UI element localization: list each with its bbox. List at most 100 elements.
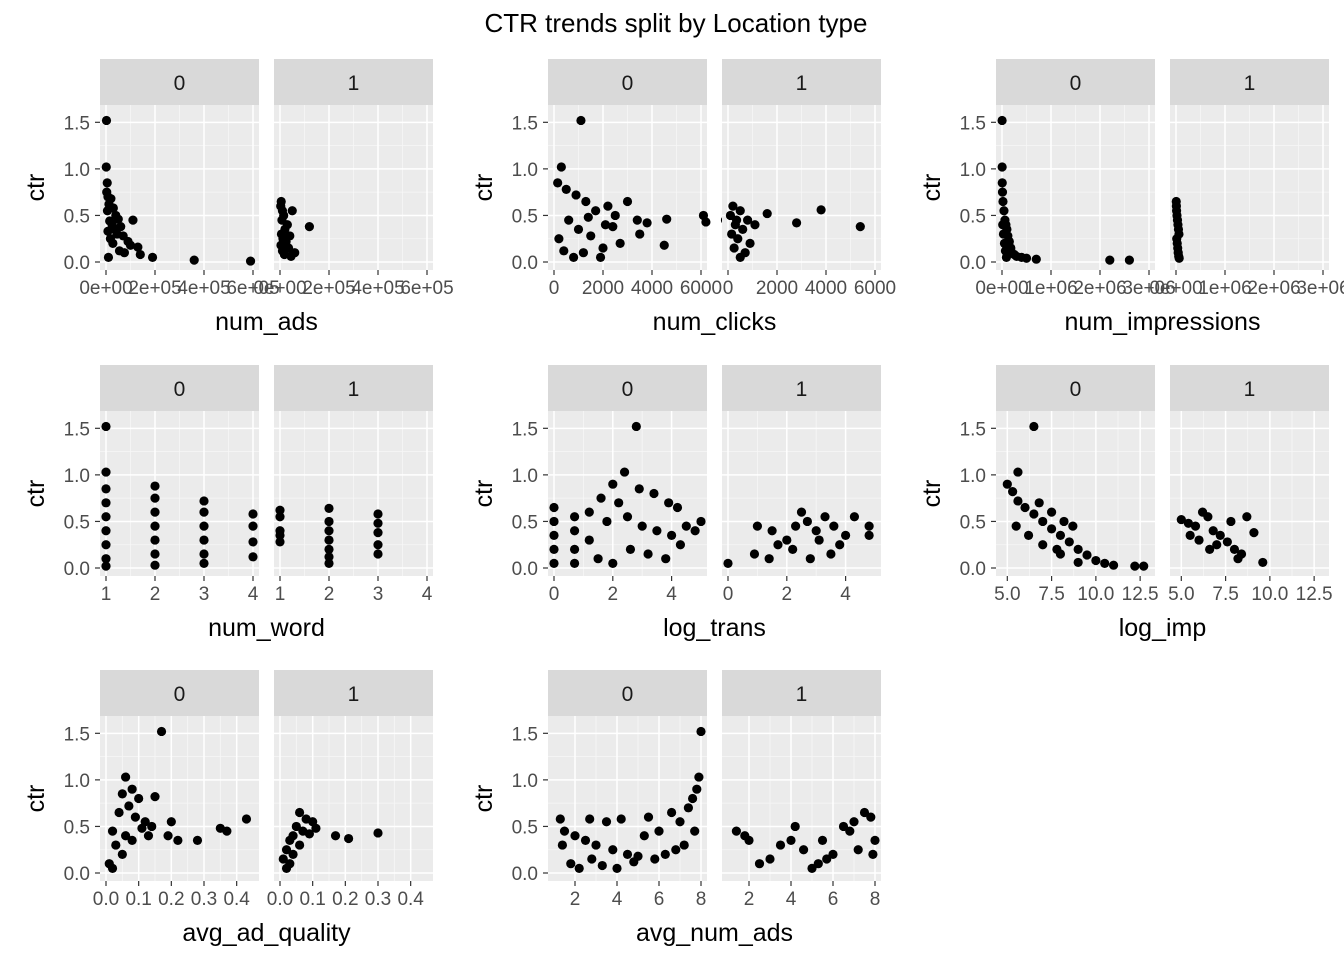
data-point xyxy=(373,828,383,838)
data-point xyxy=(999,238,1010,248)
data-point xyxy=(661,554,671,564)
y-tick-label: 0.0 xyxy=(512,253,538,274)
y-axis-label: ctr xyxy=(22,174,50,202)
data-point xyxy=(344,833,354,844)
facet-panel-0: 0 0 2000 4000 6000 xyxy=(548,59,731,299)
data-point xyxy=(802,516,812,527)
data-point xyxy=(248,552,258,562)
y-tick-label: 1.5 xyxy=(960,419,986,440)
facet-strip xyxy=(722,670,881,716)
data-point xyxy=(664,498,674,508)
data-point xyxy=(199,521,209,531)
facet-strip xyxy=(1170,365,1329,411)
data-point xyxy=(817,835,828,846)
data-point xyxy=(997,162,1007,172)
facet-panel-0: 0 0 2 4 xyxy=(548,365,707,605)
facet-panel-1: 1 0.0 0.1 0.2 0.3 0.4 xyxy=(267,670,433,910)
data-point xyxy=(1021,253,1032,263)
facet-strip-label: 1 xyxy=(796,378,808,401)
data-point xyxy=(608,479,618,489)
data-point xyxy=(373,540,383,550)
data-point xyxy=(864,530,874,541)
data-point xyxy=(652,526,662,536)
data-point xyxy=(576,115,586,126)
data-point xyxy=(127,784,137,794)
data-point xyxy=(610,210,620,221)
data-point xyxy=(166,817,176,827)
data-point xyxy=(101,162,111,172)
data-point xyxy=(814,535,824,545)
x-tick-label: 1 xyxy=(101,584,112,605)
chart-num_clicks: ctr 0.0 0.5 1.0 1.5 0 0 2000 4000 6000 1 0 2000 4000 6… xyxy=(470,59,896,336)
data-point xyxy=(1222,537,1232,547)
data-point xyxy=(786,835,796,846)
data-point xyxy=(574,863,584,873)
y-tick-label: 0.5 xyxy=(512,817,538,838)
data-point xyxy=(281,863,292,873)
facet-strip xyxy=(274,59,433,105)
data-point xyxy=(650,854,660,864)
data-point xyxy=(554,234,564,244)
facet-strip-label: 1 xyxy=(1244,378,1256,401)
x-tick-label: 3 xyxy=(199,584,210,605)
data-point xyxy=(820,512,830,522)
data-point xyxy=(701,217,711,227)
data-point xyxy=(1064,537,1074,547)
x-axis-label: log_trans xyxy=(663,614,766,642)
data-point xyxy=(696,516,706,527)
data-point xyxy=(125,240,136,250)
data-point xyxy=(549,544,559,554)
facet-strip xyxy=(274,365,433,411)
data-point xyxy=(738,224,748,235)
chart-avg_ad_quality: ctr 0.0 0.5 1.0 1.5 0 0.0 0.1 0.2 0.3 0.4 1 0.0 0.1 0.… xyxy=(22,670,433,947)
data-point xyxy=(849,817,859,827)
data-point xyxy=(593,554,603,564)
data-point xyxy=(745,238,755,248)
data-point xyxy=(101,467,111,477)
data-point xyxy=(752,521,763,531)
facet-panel-0: 0 2 4 6 8 xyxy=(548,670,707,910)
facet-panel-1: 1 5.0 7.5 10.0 12.5 xyxy=(1168,365,1333,605)
data-point xyxy=(792,218,802,228)
facet-strip-label: 0 xyxy=(1070,378,1082,401)
x-tick-label: 4000 xyxy=(631,278,673,299)
data-point xyxy=(622,196,633,207)
data-point xyxy=(569,558,580,568)
data-point xyxy=(295,807,305,818)
x-tick-label: 4 xyxy=(612,889,623,910)
x-tick-label: 6e+05 xyxy=(226,278,279,299)
facet-strip-label: 1 xyxy=(348,683,360,706)
data-point xyxy=(150,521,160,531)
data-point xyxy=(173,835,183,846)
chart-log_imp: ctr 0.0 0.5 1.0 1.5 0 5.0 7.5 10.0 12.5 1 5.0 7.5 10.… xyxy=(918,365,1333,642)
data-point xyxy=(549,558,559,568)
data-point xyxy=(728,201,738,211)
plot-background xyxy=(722,716,881,881)
data-point xyxy=(1031,254,1041,264)
data-point xyxy=(997,187,1008,197)
data-point xyxy=(113,214,123,224)
x-tick-label: 0e+00 xyxy=(79,278,132,299)
data-point xyxy=(672,502,683,513)
data-point xyxy=(291,821,301,832)
data-point xyxy=(373,549,383,559)
data-point xyxy=(199,507,209,517)
facet-strip-label: 0 xyxy=(174,683,186,706)
y-tick-label: 1.0 xyxy=(64,466,90,487)
data-point xyxy=(117,789,127,799)
y-tick-label: 0.0 xyxy=(64,559,90,580)
data-point xyxy=(671,845,681,855)
x-tick-label: 2000 xyxy=(756,278,798,299)
data-point xyxy=(245,256,256,266)
x-tick-label: 0 xyxy=(549,278,560,299)
data-point xyxy=(373,518,383,528)
data-point xyxy=(1013,496,1023,506)
x-tick-label: 8 xyxy=(870,889,881,910)
data-point xyxy=(248,537,258,547)
y-tick-label: 1.0 xyxy=(512,466,538,487)
data-point xyxy=(764,554,774,564)
facet-panel-1: 1 0 2 4 xyxy=(722,365,881,605)
y-axis-label: ctr xyxy=(918,174,946,202)
data-point xyxy=(838,821,849,832)
